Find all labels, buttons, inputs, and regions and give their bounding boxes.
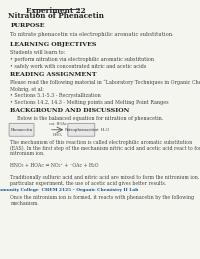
FancyBboxPatch shape (68, 123, 95, 136)
Text: cat. HOAc: cat. HOAc (49, 122, 66, 126)
Text: • safely work with concentrated nitric and acetic acids: • safely work with concentrated nitric a… (10, 64, 147, 69)
Text: PURPOSE: PURPOSE (10, 23, 45, 28)
Text: (EAS). In the first step of the mechanism nitric acid and acetic acid react to f: (EAS). In the first step of the mechanis… (10, 146, 200, 151)
Text: Students will learn to:: Students will learn to: (10, 51, 66, 55)
Text: Nitrophenacetin: Nitrophenacetin (65, 128, 98, 132)
Text: nitronium ion.: nitronium ion. (10, 152, 45, 156)
Text: Experiment 22: Experiment 22 (26, 7, 86, 15)
Text: • Sections 14.2, 14.3 - Melting points and Melting Point Ranges: • Sections 14.2, 14.3 - Melting points a… (10, 100, 169, 105)
Text: Once the nitronium ion is formed, it reacts with phenacetin by the following: Once the nitronium ion is formed, it rea… (10, 196, 194, 200)
Text: Austin Community College  CHEM 2125 – Organic Chemistry II Lab: Austin Community College CHEM 2125 – Org… (0, 188, 138, 192)
Text: • Sections 5.1-5.3 - Recrystallization: • Sections 5.1-5.3 - Recrystallization (10, 93, 101, 98)
Text: To nitrate phenacetin via electrophilic aromatic substitution.: To nitrate phenacetin via electrophilic … (10, 32, 174, 37)
Text: Please read the following material in “Laboratory Techniques in Organic Chemistr: Please read the following material in “L… (10, 80, 200, 85)
Text: Mohrig, et al:: Mohrig, et al: (10, 87, 44, 92)
Text: Nitration of Phenacetin: Nitration of Phenacetin (8, 12, 104, 20)
Text: Traditionally sulfuric acid and nitric acid are mixed to form the nitronium ion.: Traditionally sulfuric acid and nitric a… (10, 175, 200, 180)
Text: particular experiment, the use of acetic acid gives better results.: particular experiment, the use of acetic… (10, 181, 167, 186)
Text: mechanism.: mechanism. (10, 202, 39, 206)
Text: READING ASSIGNMENT: READING ASSIGNMENT (10, 72, 97, 77)
Text: The mechanism of this reaction is called electrophilic aromatic substitution: The mechanism of this reaction is called… (10, 140, 193, 145)
Text: • perform nitration via electrophilic aromatic substitution: • perform nitration via electrophilic ar… (10, 57, 154, 62)
Text: HNO₂: HNO₂ (52, 133, 63, 137)
Text: LEARNING OBJECTIVES: LEARNING OBJECTIVES (10, 42, 97, 47)
Text: Phenacetin: Phenacetin (10, 128, 33, 132)
Text: + H₂O: + H₂O (96, 128, 109, 132)
Text: HNO₃ + HOAc ⇌ NO₂⁺ + ⁻OAc + H₂O: HNO₃ + HOAc ⇌ NO₂⁺ + ⁻OAc + H₂O (10, 163, 99, 168)
Text: Below is the balanced equation for nitration of phenacetin.: Below is the balanced equation for nitra… (17, 116, 164, 121)
Text: BACKGROUND AND DISCUSSION: BACKGROUND AND DISCUSSION (10, 108, 130, 113)
FancyBboxPatch shape (9, 123, 34, 136)
